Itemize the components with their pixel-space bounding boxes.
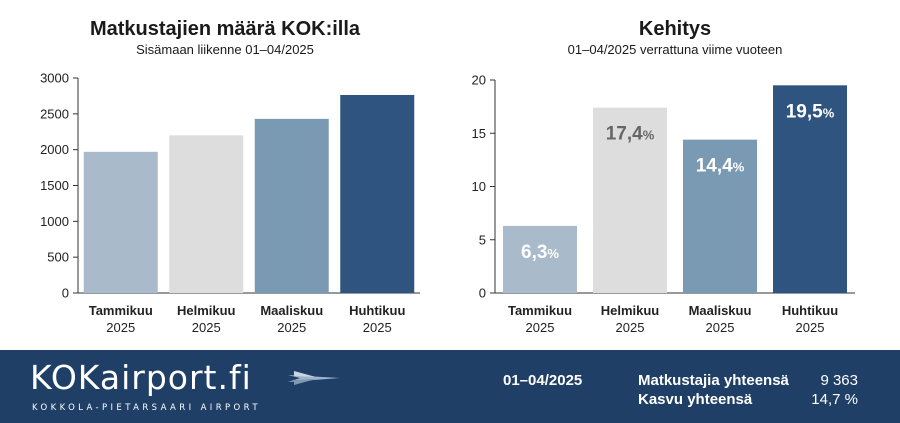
bar [254,118,329,293]
bar [169,135,244,293]
x-tick-label: Maaliskuu [260,303,323,318]
x-tick-year: 2025 [796,320,825,335]
chart-title: Matkustajien määrä KOK:illa [89,18,361,40]
chart-title: Kehitys [638,18,712,40]
total-growth-value: 14,7 % [811,391,858,408]
passenger-count-plot: 0 500 1000 1500 2000 2500 3000 Tammikuu 2025 Helm… [40,71,420,335]
x-tick-label: Tammikuu [89,303,153,318]
y-tick-label: 1500 [40,178,69,193]
x-tick-label: Maaliskuu [689,303,752,318]
x-tick-year: 2025 [526,320,555,335]
passenger-count-chart: Matkustajien määrä KOK:illa Sisämaan lii… [0,0,450,350]
total-growth-label: Kasvu yhteensä [638,391,753,408]
x-tick-label: Huhtikuu [349,303,405,318]
bar [340,94,415,293]
data-label: 19,5% [786,101,835,122]
period-label: 01–04/2025 [503,372,583,389]
bar [593,107,667,293]
x-tick-label: Helmikuu [601,303,660,318]
y-tick-label: 10 [472,179,486,194]
data-label-value: 6,3 [521,242,547,263]
data-label-value: 19,5 [786,101,823,122]
x-tick-year: 2025 [277,320,306,335]
y-tick-label: 3000 [40,71,69,86]
total-passengers-value: 9 363 [820,372,858,389]
x-tick-year: 2025 [706,320,735,335]
logo-text[interactable]: KOKairport.fi [30,358,252,397]
data-label: 14,4% [696,156,745,177]
x-tick-year: 2025 [192,320,221,335]
x-tick-label: Tammikuu [508,303,572,318]
footer-banner: KOKairport.fi KOKKOLA-PIETARSAARI AIRPOR… [0,350,900,423]
y-tick-label: 5 [479,232,486,247]
data-label: 6,3% [521,242,559,263]
y-tick-label: 1000 [40,214,69,229]
x-tick-year: 2025 [106,320,135,335]
data-label-value: 17,4 [606,124,643,145]
chart-subtitle: 01–04/2025 verrattuna viime vuoteen [567,42,783,57]
y-tick-label: 0 [62,286,69,301]
data-label-unit: % [643,128,655,143]
bar [683,139,757,293]
airplane-icon [288,371,340,385]
bar [83,151,158,293]
y-tick-label: 20 [472,73,486,88]
data-label-unit: % [823,105,835,120]
y-tick-label: 0 [479,286,486,301]
bar [773,85,847,293]
data-label: 17,4% [606,124,655,145]
x-tick-year: 2025 [616,320,645,335]
x-tick-year: 2025 [363,320,392,335]
bar [503,225,577,293]
growth-plot: 0 5 10 15 20 Tammikuu 2025 6,3% Helmikuu 2025 17,4… [472,73,855,335]
y-tick-label: 2000 [40,142,69,157]
data-label-value: 14,4 [696,156,733,177]
growth-chart: Kehitys 01–04/2025 verrattuna viime vuot… [450,0,900,350]
y-tick-label: 2500 [40,106,69,121]
data-label-unit: % [733,160,745,175]
y-tick-label: 15 [472,126,486,141]
x-tick-label: Helmikuu [177,303,236,318]
data-label-unit: % [547,246,559,261]
y-tick-label: 500 [47,250,69,265]
logo-subtitle: KOKKOLA-PIETARSAARI AIRPORT [32,403,261,413]
chart-subtitle: Sisämaan liikenne 01–04/2025 [136,42,314,57]
total-passengers-label: Matkustajia yhteensä [638,372,789,389]
x-tick-label: Huhtikuu [782,303,838,318]
